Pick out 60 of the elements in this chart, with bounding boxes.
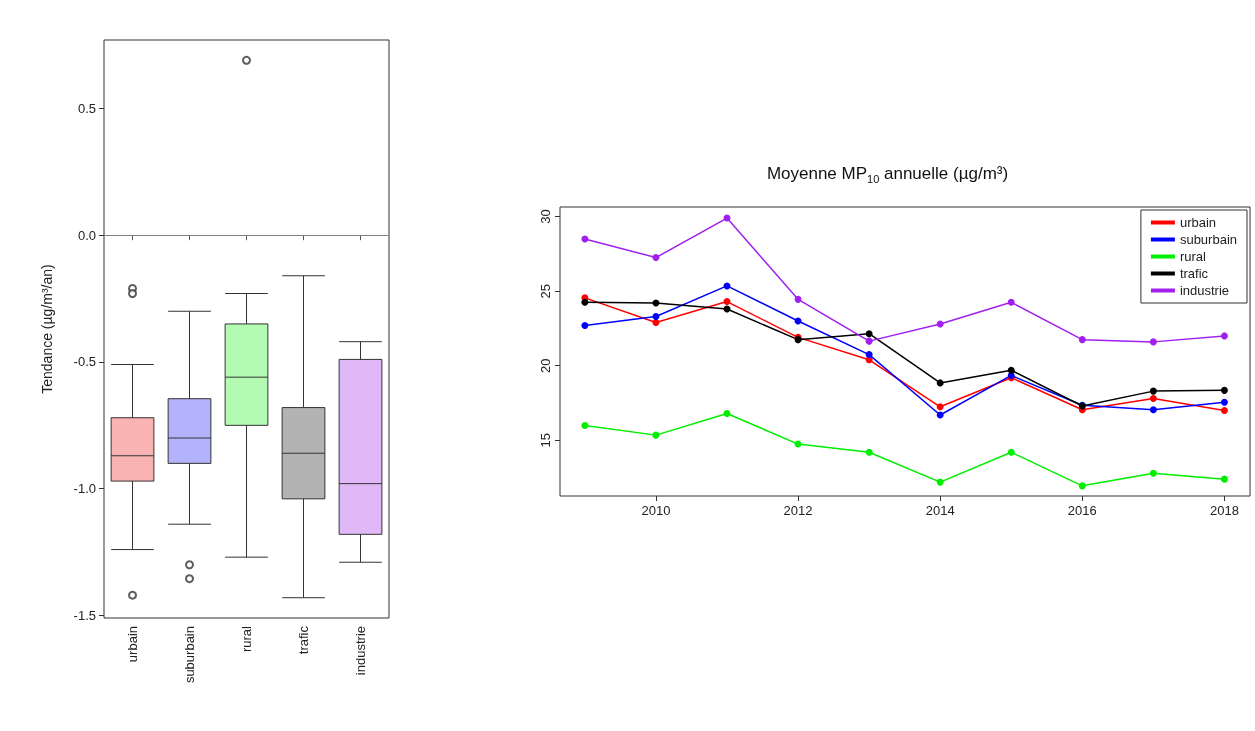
x-tick-label: 2016 xyxy=(1067,503,1097,518)
point xyxy=(1078,482,1086,490)
y-axis-title: Tendance (µg/m³/an) xyxy=(39,264,55,394)
point xyxy=(652,431,660,439)
point xyxy=(1149,406,1157,414)
point xyxy=(936,379,944,387)
point xyxy=(936,320,944,328)
point xyxy=(1078,336,1086,344)
y-tick-label: 0.5 xyxy=(77,100,96,116)
point xyxy=(1149,469,1157,477)
point xyxy=(936,403,944,411)
point xyxy=(1220,407,1228,415)
point xyxy=(794,295,802,303)
point xyxy=(1220,332,1228,340)
point xyxy=(1220,475,1228,483)
point xyxy=(1007,298,1015,306)
point xyxy=(581,321,589,329)
point xyxy=(936,411,944,419)
point xyxy=(865,337,873,345)
x-tick-label: rural xyxy=(239,625,254,653)
point xyxy=(1220,398,1228,406)
point xyxy=(936,478,944,486)
x-tick-label: 2018 xyxy=(1209,503,1239,518)
y-tick-label: -1.5 xyxy=(73,607,96,623)
x-tick-label: urbain xyxy=(125,626,140,663)
legend-label: trafic xyxy=(1179,266,1209,281)
point xyxy=(723,298,731,306)
y-tick-label: -1.0 xyxy=(73,481,96,497)
x-tick-label: 2014 xyxy=(925,503,955,518)
point xyxy=(1007,448,1015,456)
point xyxy=(581,235,589,243)
y-tick-label: 30 xyxy=(538,209,553,224)
x-tick-label: 2010 xyxy=(641,503,671,518)
point xyxy=(652,318,660,326)
point xyxy=(1220,386,1228,394)
legend-label: urbain xyxy=(1179,215,1217,230)
legend-label: suburbain xyxy=(1179,232,1238,247)
point xyxy=(1007,366,1015,374)
point xyxy=(865,351,873,359)
point xyxy=(1149,395,1157,403)
point xyxy=(723,409,731,417)
y-tick-label: 15 xyxy=(538,433,553,448)
x-tick-label: trafic xyxy=(296,625,311,655)
y-tick-label: 0.0 xyxy=(77,227,96,243)
point xyxy=(865,330,873,338)
point xyxy=(652,254,660,262)
y-tick-label: 20 xyxy=(538,358,553,373)
point xyxy=(652,313,660,321)
point xyxy=(865,448,873,456)
x-tick-label: suburbain xyxy=(182,626,197,684)
x-tick-label: 2012 xyxy=(783,503,813,518)
legend-label: rural xyxy=(1179,249,1207,264)
point xyxy=(581,298,589,306)
point xyxy=(581,421,589,429)
y-tick-label: 25 xyxy=(538,283,553,299)
y-tick-label: -0.5 xyxy=(73,354,96,370)
point xyxy=(1149,338,1157,346)
legend-label: industrie xyxy=(1179,283,1230,298)
point xyxy=(1149,387,1157,395)
x-tick-label: industrie xyxy=(353,626,368,676)
